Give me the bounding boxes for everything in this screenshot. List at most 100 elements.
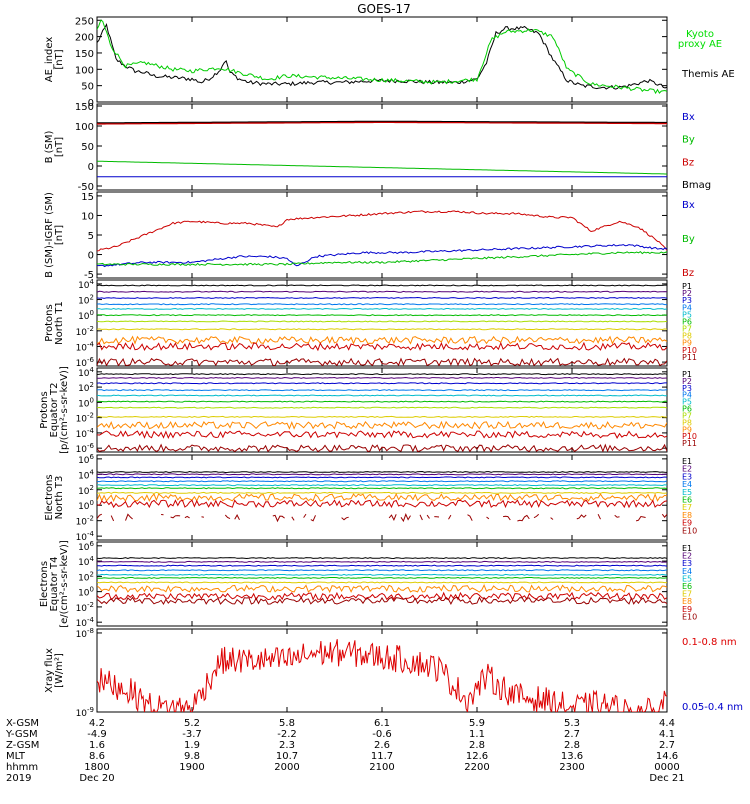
orbit-row-label: hhmm <box>6 762 38 773</box>
flux-channel-e10 <box>517 515 529 521</box>
flux-channel-e10 <box>534 514 539 517</box>
y-axis-label: [p/(cm²-s-sr-keV)] <box>59 366 70 454</box>
flux-channel-e10 <box>97 597 667 604</box>
orbit-value: 10.7 <box>276 751 298 762</box>
y-tick-label: 100 <box>78 396 94 409</box>
plot-title: GOES-17 <box>357 2 411 16</box>
y-tick-label: 102 <box>78 484 94 497</box>
orbit-value: 2.6 <box>374 740 390 751</box>
flux-channel-p9 <box>97 422 667 429</box>
y-tick-label: 0 <box>88 251 94 262</box>
legend-entry: Themis AE <box>681 69 735 80</box>
orbit-value: 1900 <box>179 762 204 773</box>
series-line-kyoto-proxy-ae <box>97 20 667 93</box>
flux-channel-p4 <box>97 390 667 391</box>
y-tick-label: 10-4 <box>76 340 95 353</box>
flux-channel-e10 <box>97 514 102 518</box>
flux-channel-e4 <box>97 481 667 482</box>
flux-channel-e10 <box>598 514 600 519</box>
y-tick-label: 5 <box>88 231 94 242</box>
flux-channel-p4 <box>97 304 667 305</box>
orbit-row-label: MLT <box>6 751 26 762</box>
panel-frame <box>97 542 667 626</box>
orbit-value: 8.6 <box>89 751 105 762</box>
legend-entry: proxy AE <box>678 39 722 50</box>
flux-channel-e10 <box>273 515 285 521</box>
orbit-value: 0000 <box>654 762 679 773</box>
flux-channel-e10 <box>225 515 230 519</box>
y-tick-label: 150 <box>75 49 94 60</box>
panel-frame <box>97 368 667 452</box>
legend-entry: E10 <box>682 612 697 621</box>
flux-channel-e10 <box>304 514 306 518</box>
y-tick-label: 104 <box>78 555 94 568</box>
y-tick-label: 10 <box>81 211 94 222</box>
y-tick-label: 250 <box>75 16 94 27</box>
legend-entry: P11 <box>682 353 697 362</box>
legend-entry: Bz <box>682 157 694 168</box>
y-tick-label: 100 <box>75 122 94 133</box>
y-axis-label: North T3 <box>54 476 65 520</box>
orbit-value: 2300 <box>559 762 584 773</box>
legend-entry: Bmag <box>682 180 711 191</box>
y-tick-label: 15 <box>81 192 94 203</box>
orbit-row-label: Z-GSM <box>6 740 39 751</box>
legend-entry: 0.05-0.4 nm <box>682 702 743 713</box>
y-tick-label: 200 <box>75 33 94 44</box>
panel-data <box>97 285 667 366</box>
orbit-value: -2.2 <box>277 729 297 740</box>
orbit-value: 9.8 <box>184 751 200 762</box>
y-tick-label: 150 <box>75 102 94 113</box>
flux-channel-p1 <box>97 285 667 286</box>
orbit-value: 2000 <box>274 762 299 773</box>
panel-frame <box>97 192 667 278</box>
flux-channel-p3 <box>97 383 667 384</box>
flux-channel-e5 <box>97 485 667 486</box>
orbit-value: Dec 21 <box>649 773 684 784</box>
panel-frame <box>97 280 667 366</box>
flux-channel-e10 <box>420 515 422 520</box>
orbit-row-label: X-GSM <box>6 718 39 729</box>
flux-channel-e2 <box>97 561 667 562</box>
panel-data <box>97 374 667 452</box>
y-tick-label: 10-4 <box>76 427 95 440</box>
orbit-value: 14.6 <box>656 751 678 762</box>
y-axis-label: [nT] <box>54 225 65 245</box>
orbit-value: 5.9 <box>469 718 485 729</box>
y-tick-label: 102 <box>78 570 94 583</box>
flux-channel-e1 <box>97 558 667 559</box>
panel-data <box>97 121 667 177</box>
y-tick-label: 10-2 <box>76 325 94 338</box>
series-line-by <box>97 161 667 174</box>
flux-channel-e10 <box>487 517 489 519</box>
orbit-value: Dec 20 <box>79 773 114 784</box>
y-tick-label: 10-2 <box>76 601 94 614</box>
series-line-by <box>97 252 667 266</box>
flux-channel-e2 <box>97 474 667 475</box>
orbit-row-label: Y-GSM <box>5 729 38 740</box>
flux-channel-e6 <box>97 577 667 578</box>
orbit-value: 12.6 <box>466 751 488 762</box>
legend-entry: Bz <box>682 268 694 279</box>
legend-entry: E10 <box>682 526 697 535</box>
flux-channel-p8 <box>97 329 667 330</box>
flux-channel-p2 <box>97 378 667 379</box>
flux-channel-e10 <box>389 514 396 520</box>
orbit-value: 2.7 <box>659 740 675 751</box>
flux-channel-p10 <box>97 343 667 350</box>
orbit-value: 2.8 <box>564 740 580 751</box>
flux-channel-p10 <box>97 431 667 438</box>
flux-channel-p3 <box>97 298 667 299</box>
legend-entry: By <box>682 234 695 245</box>
orbit-value: 1800 <box>84 762 109 773</box>
y-tick-label: 50 <box>81 82 94 93</box>
flux-channel-e10 <box>449 515 451 519</box>
flux-channel-e10 <box>662 514 667 517</box>
flux-channel-e10 <box>292 517 294 521</box>
orbit-value: 2.7 <box>564 729 580 740</box>
